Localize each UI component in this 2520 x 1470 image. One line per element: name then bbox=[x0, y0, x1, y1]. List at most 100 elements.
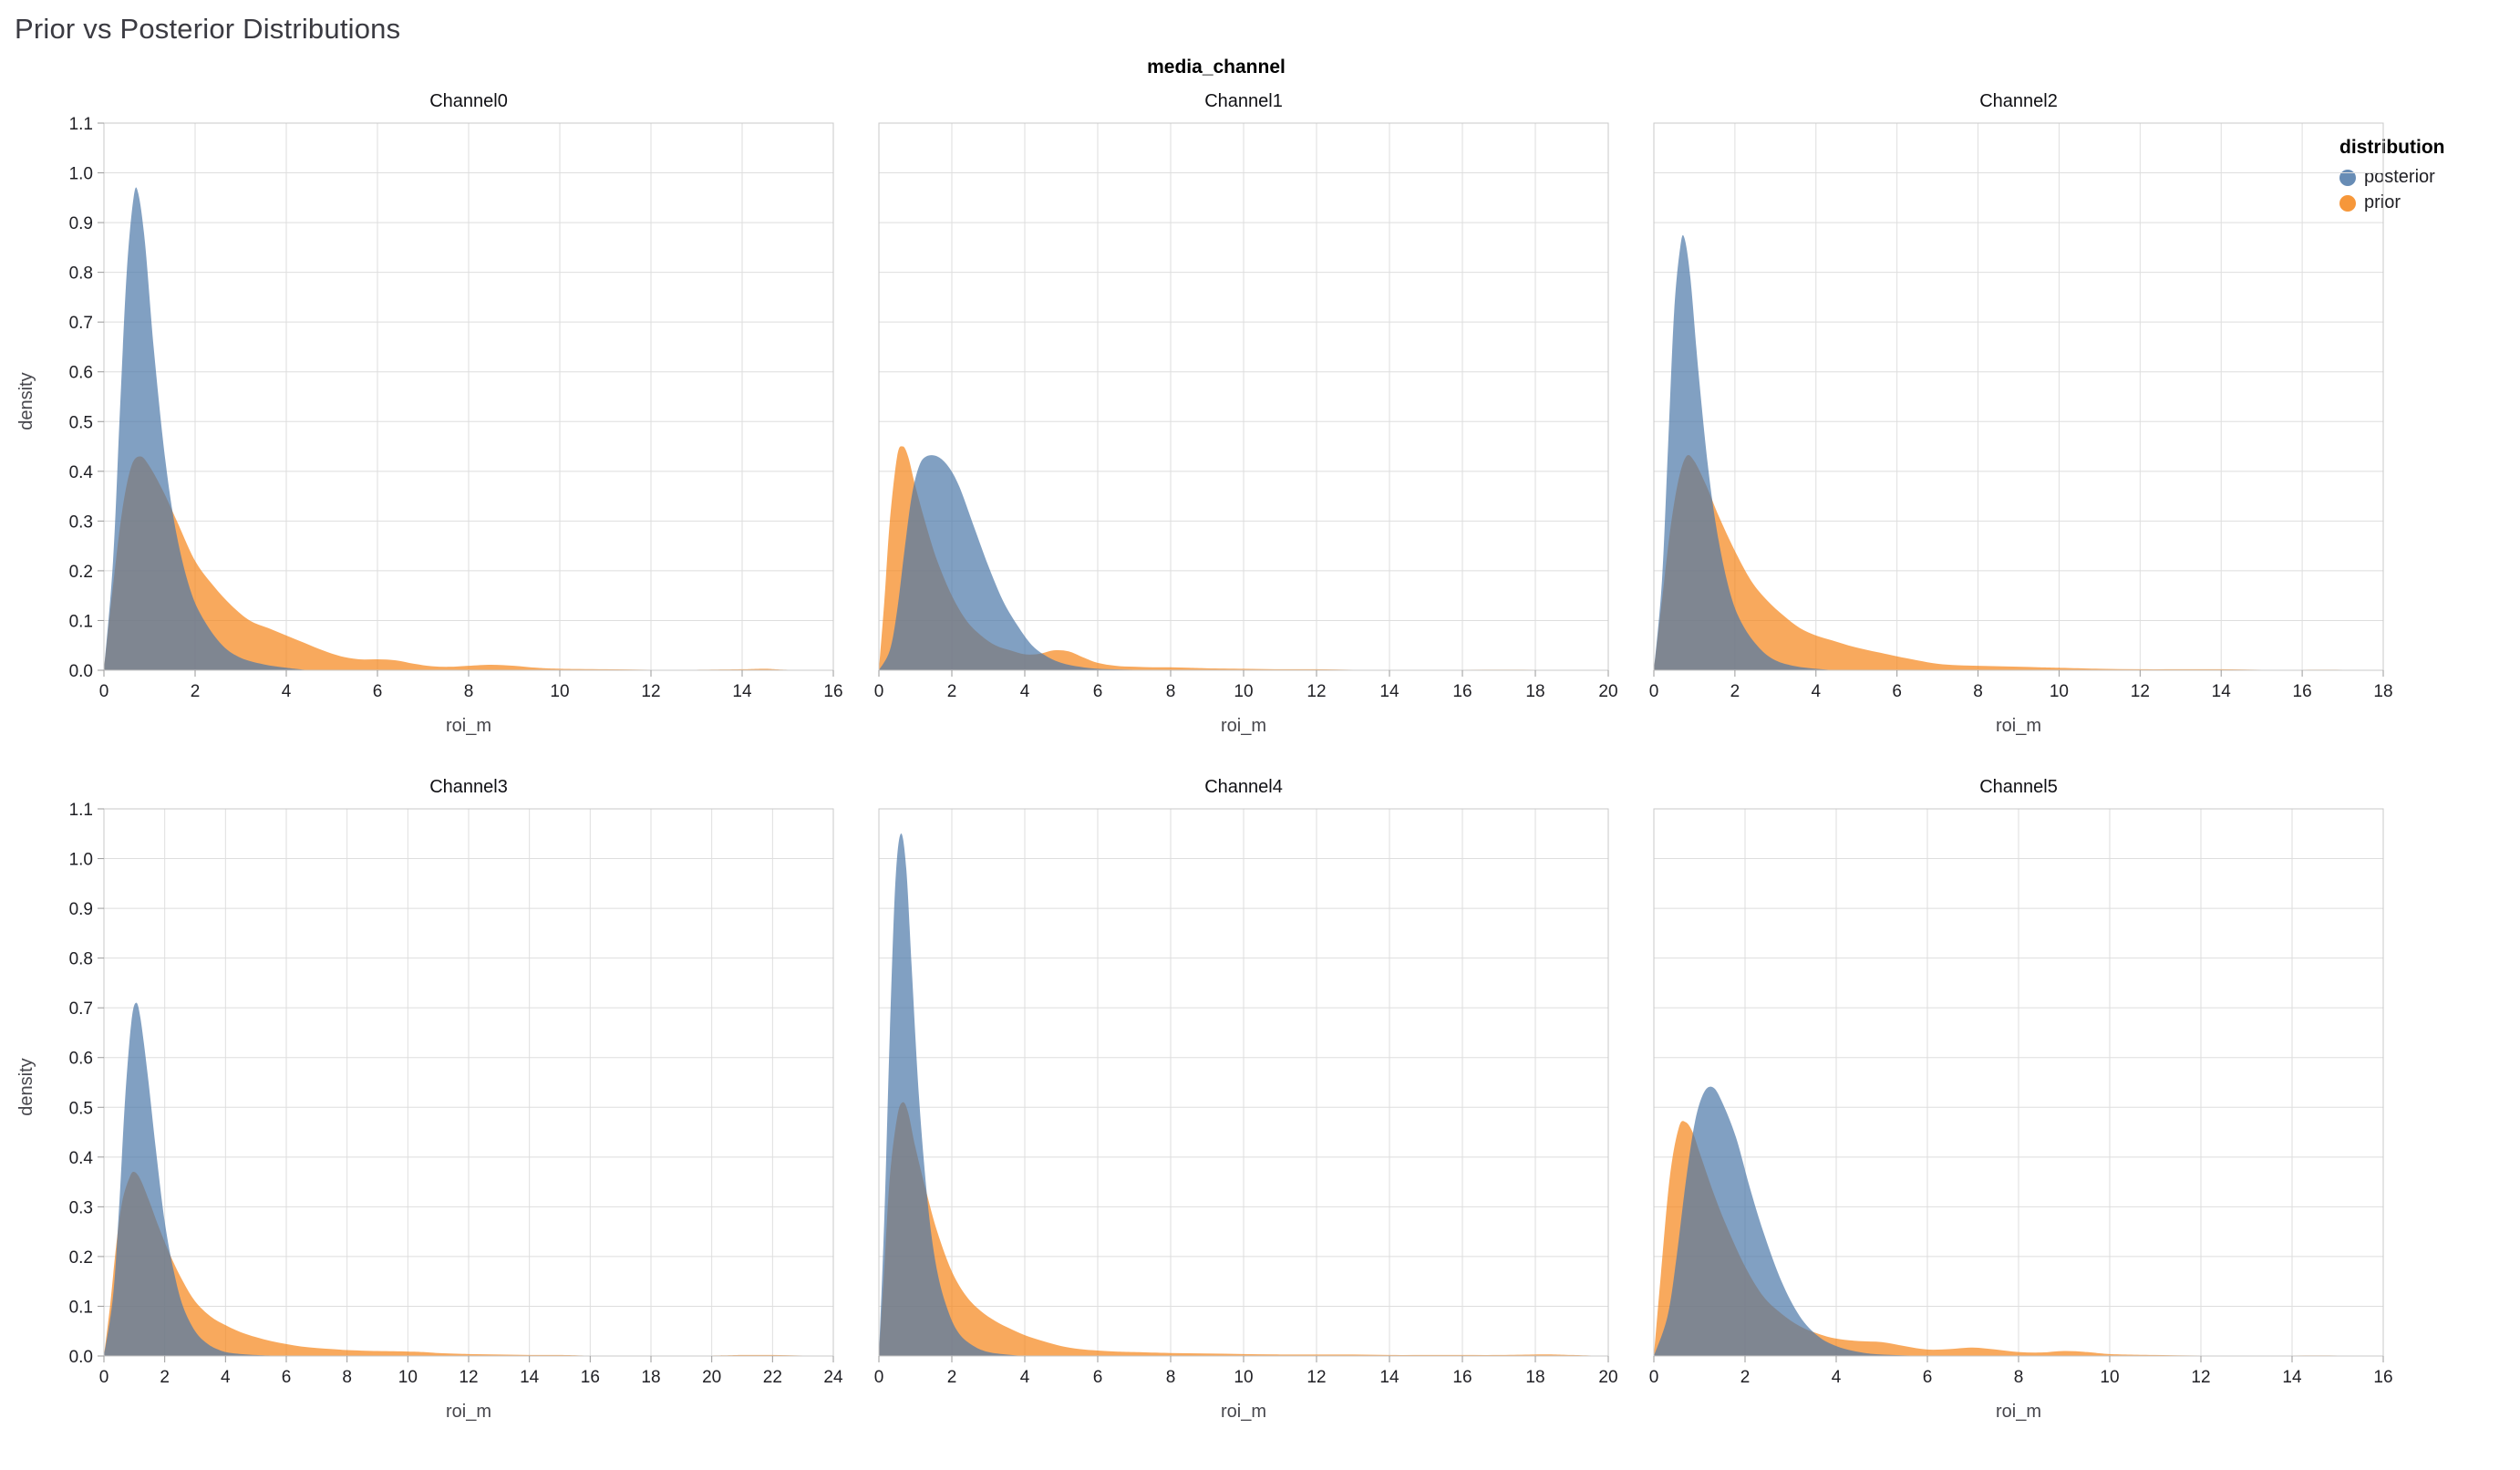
facet-channel0: Channel0 0 2 4 6 8 10 12 14 16 0.0 0.1 0.2 0.3 0.4 0.5… bbox=[47, 91, 844, 737]
svg-text:0.6: 0.6 bbox=[69, 1050, 93, 1069]
svg-text:14: 14 bbox=[520, 1368, 540, 1387]
svg-text:8: 8 bbox=[1973, 682, 1983, 701]
facet-plot-channel5: 0 2 4 6 8 10 12 14 16 bbox=[1649, 808, 2393, 1387]
svg-text:0.5: 0.5 bbox=[69, 1099, 93, 1118]
svg-text:22: 22 bbox=[763, 1368, 782, 1387]
svg-text:18: 18 bbox=[2373, 682, 2392, 701]
svg-text:0.8: 0.8 bbox=[69, 264, 93, 284]
svg-text:0: 0 bbox=[99, 682, 109, 701]
svg-text:0: 0 bbox=[874, 1368, 884, 1387]
svg-text:2: 2 bbox=[1740, 1368, 1751, 1387]
facet-channel1: Channel1 0 2 4 6 8 10 12 14 16 18 20 roi_m bbox=[870, 91, 1619, 737]
facet-channel4: Channel4 0 2 4 6 8 10 12 14 16 18 20 roi_m bbox=[870, 777, 1619, 1423]
x-axis-title: roi_m bbox=[1220, 1402, 1266, 1422]
svg-text:16: 16 bbox=[1452, 682, 1472, 701]
svg-text:6: 6 bbox=[1093, 1368, 1103, 1387]
svg-text:6: 6 bbox=[1093, 682, 1103, 701]
svg-text:2: 2 bbox=[160, 1368, 170, 1387]
prior-swatch-icon bbox=[2339, 194, 2356, 212]
svg-text:20: 20 bbox=[1598, 1368, 1617, 1387]
legend-label-prior: prior bbox=[2364, 192, 2401, 212]
chart-row-top: density Channel0 0 2 4 6 8 10 12 14 16 0.0 0.1 0.2 0… bbox=[13, 91, 2507, 737]
svg-text:12: 12 bbox=[2131, 682, 2150, 701]
svg-text:4: 4 bbox=[1832, 1368, 1842, 1387]
svg-text:14: 14 bbox=[2212, 682, 2232, 701]
x-axis-title: roi_m bbox=[445, 716, 491, 736]
svg-text:2: 2 bbox=[1730, 682, 1740, 701]
svg-text:1.0: 1.0 bbox=[69, 165, 93, 184]
svg-text:0.1: 0.1 bbox=[69, 1298, 93, 1317]
svg-text:0.9: 0.9 bbox=[69, 214, 93, 233]
facet-title: Channel5 bbox=[1979, 777, 2058, 797]
svg-text:10: 10 bbox=[2050, 682, 2069, 701]
svg-text:0.0: 0.0 bbox=[69, 662, 93, 681]
svg-text:1.1: 1.1 bbox=[69, 802, 93, 820]
svg-text:10: 10 bbox=[1234, 1368, 1253, 1387]
svg-text:0.5: 0.5 bbox=[69, 413, 93, 432]
svg-text:2: 2 bbox=[947, 682, 957, 701]
svg-text:20: 20 bbox=[702, 1368, 721, 1387]
x-axis-title: roi_m bbox=[1220, 716, 1266, 736]
svg-text:0.2: 0.2 bbox=[69, 1248, 93, 1268]
svg-text:8: 8 bbox=[1166, 682, 1176, 701]
svg-text:10: 10 bbox=[398, 1368, 418, 1387]
svg-text:16: 16 bbox=[823, 682, 842, 701]
svg-text:6: 6 bbox=[282, 1368, 292, 1387]
svg-text:14: 14 bbox=[1379, 682, 1399, 701]
svg-text:4: 4 bbox=[1811, 682, 1821, 701]
svg-text:0.3: 0.3 bbox=[69, 512, 93, 532]
svg-text:0: 0 bbox=[1649, 1368, 1659, 1387]
svg-text:16: 16 bbox=[1452, 1368, 1472, 1387]
svg-text:12: 12 bbox=[2191, 1368, 2210, 1387]
svg-text:12: 12 bbox=[1306, 682, 1326, 701]
svg-text:6: 6 bbox=[1892, 682, 1902, 701]
svg-text:18: 18 bbox=[1525, 1368, 1544, 1387]
x-axis-title: roi_m bbox=[1995, 1402, 2041, 1422]
svg-text:1.0: 1.0 bbox=[69, 851, 93, 870]
facet-plot-channel3: 0 2 4 6 8 10 12 14 16 18 20 22 240.00.10.20.30.40.50… bbox=[69, 802, 843, 1387]
svg-text:14: 14 bbox=[1379, 1368, 1399, 1387]
svg-text:0.2: 0.2 bbox=[69, 563, 93, 582]
svg-text:14: 14 bbox=[732, 682, 752, 701]
facet-channel3: Channel3 0 2 4 6 8 10 12 14 16 18 20 22 24 0.0 0.1 0.2 0… bbox=[47, 777, 844, 1423]
svg-text:20: 20 bbox=[1598, 682, 1617, 701]
y-axis-title: density bbox=[16, 372, 36, 430]
svg-text:4: 4 bbox=[1020, 1368, 1030, 1387]
svg-text:8: 8 bbox=[1166, 1368, 1176, 1387]
svg-text:6: 6 bbox=[373, 682, 383, 701]
facet-title: Channel4 bbox=[1204, 777, 1283, 797]
facet-plot-channel0: 0 2 4 6 8 10 12 14 16 0.0 0.1 0.2 0.3 0.4 0.5 0.6 0.7 0.8… bbox=[69, 116, 843, 701]
svg-text:4: 4 bbox=[1020, 682, 1030, 701]
facet-title: Channel1 bbox=[1204, 91, 1283, 111]
facet-title: Channel2 bbox=[1979, 91, 2058, 111]
svg-text:16: 16 bbox=[2293, 682, 2312, 701]
facet-plot-channel1: 0 2 4 6 8 10 12 14 16 18 20 bbox=[874, 122, 1618, 701]
svg-text:2: 2 bbox=[947, 1368, 957, 1387]
svg-text:18: 18 bbox=[1525, 682, 1544, 701]
x-axis-title: roi_m bbox=[1995, 716, 2041, 736]
svg-text:0.7: 0.7 bbox=[69, 314, 93, 333]
x-axis-title: roi_m bbox=[445, 1402, 491, 1422]
svg-text:0: 0 bbox=[874, 682, 884, 701]
facet-channel5: Channel5 0 2 4 6 8 10 12 14 16 roi_m bbox=[1645, 777, 2394, 1423]
svg-text:0: 0 bbox=[99, 1368, 109, 1387]
svg-text:12: 12 bbox=[641, 682, 660, 701]
svg-text:0.0: 0.0 bbox=[69, 1348, 93, 1367]
svg-text:0.3: 0.3 bbox=[69, 1198, 93, 1217]
svg-text:2: 2 bbox=[191, 682, 201, 701]
legend-label-posterior: posterior bbox=[2364, 167, 2435, 187]
svg-text:10: 10 bbox=[2100, 1368, 2119, 1387]
legend-title: distribution bbox=[2339, 137, 2445, 158]
facet-channel2: Channel2 0 2 4 6 8 10 12 14 16 18 roi_m bbox=[1645, 91, 2394, 737]
svg-text:8: 8 bbox=[342, 1368, 352, 1387]
legend: distribution posterior prior bbox=[2339, 137, 2511, 218]
svg-text:0.8: 0.8 bbox=[69, 950, 93, 969]
facet-plot-channel4: 0 2 4 6 8 10 12 14 16 18 20 bbox=[874, 808, 1618, 1387]
facet-title: Channel3 bbox=[429, 777, 508, 797]
y-axis-title: density bbox=[16, 1058, 36, 1116]
svg-text:18: 18 bbox=[641, 1368, 660, 1387]
svg-text:10: 10 bbox=[1234, 682, 1253, 701]
svg-text:8: 8 bbox=[2014, 1368, 2024, 1387]
svg-text:0.1: 0.1 bbox=[69, 612, 93, 631]
